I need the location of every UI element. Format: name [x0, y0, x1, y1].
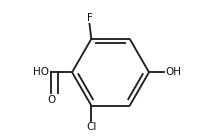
Text: OH: OH	[165, 67, 181, 77]
Text: Cl: Cl	[86, 122, 97, 132]
Text: O: O	[47, 95, 55, 105]
Text: F: F	[87, 13, 92, 23]
Text: HO: HO	[33, 67, 50, 77]
